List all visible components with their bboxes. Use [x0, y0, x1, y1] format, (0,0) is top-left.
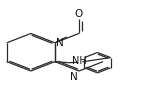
Text: NH: NH — [72, 56, 87, 66]
Text: N: N — [56, 38, 63, 48]
Text: N: N — [70, 72, 78, 82]
Text: O: O — [75, 9, 83, 19]
